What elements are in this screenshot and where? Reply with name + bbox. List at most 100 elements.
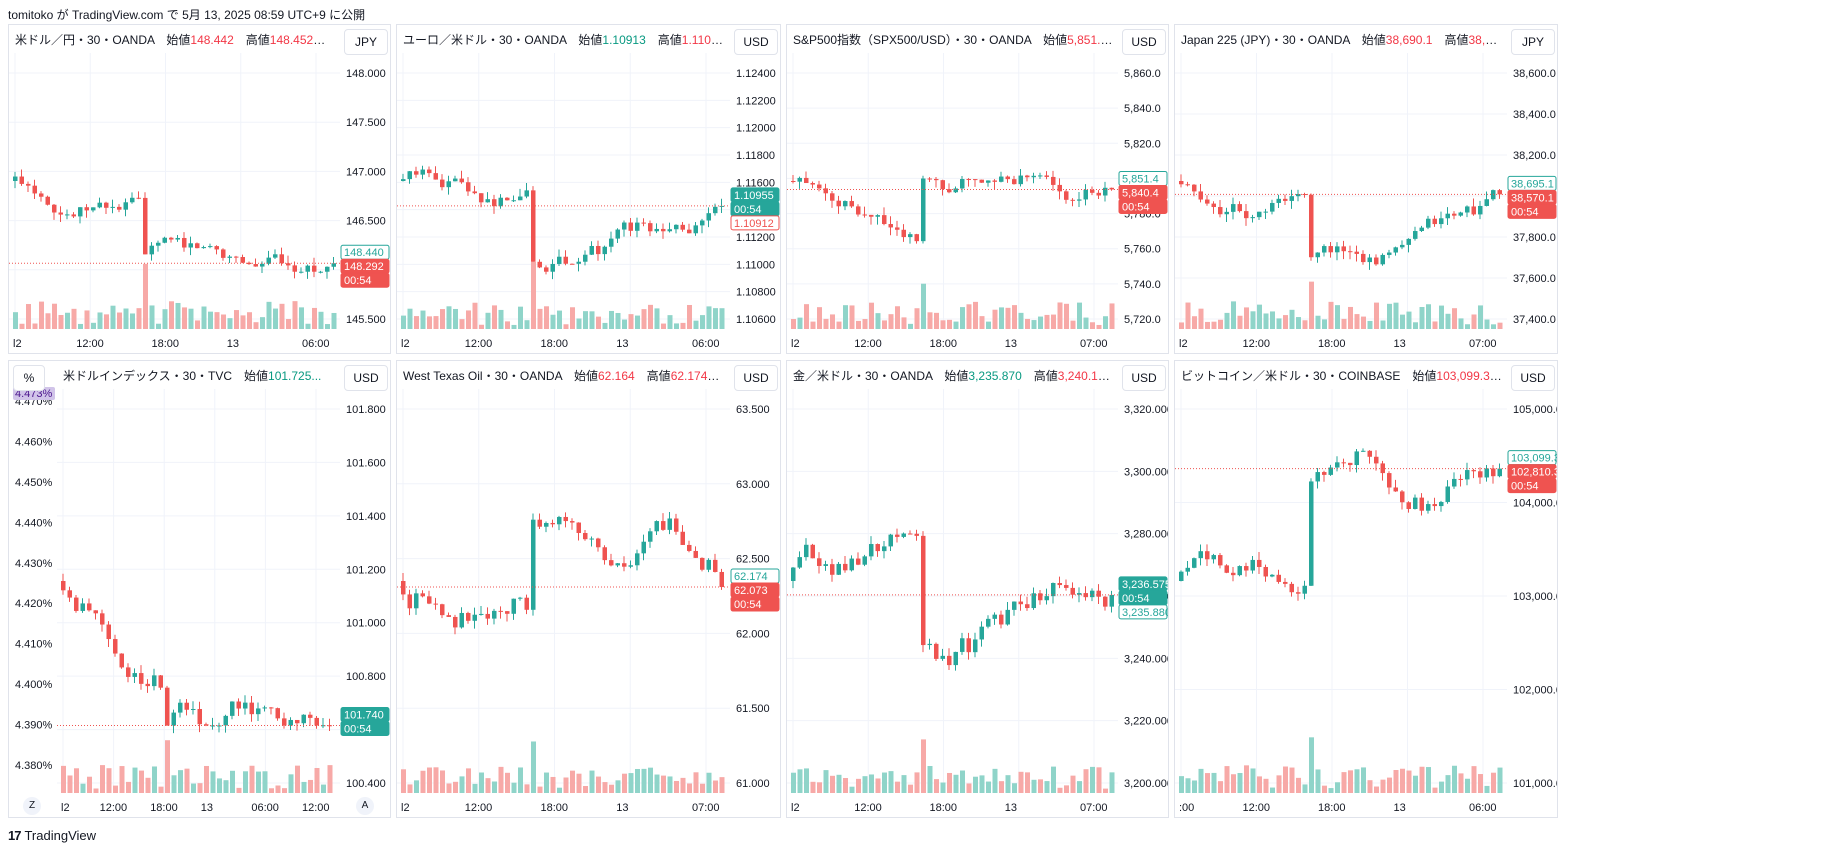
x-tick-label: 18:00: [930, 338, 958, 350]
currency-button[interactable]: JPY: [1511, 29, 1555, 55]
volume-bar: [1296, 777, 1301, 793]
volume-bar: [693, 772, 699, 793]
candle-body: [986, 618, 991, 627]
zoom-z-button[interactable]: Z: [23, 797, 41, 815]
auto-scale-button[interactable]: A: [356, 797, 374, 815]
candle-body: [693, 550, 698, 558]
footer[interactable]: 17 TradingView: [8, 828, 96, 843]
pane-title[interactable]: Japan 225 (JPY)・30・OANDA 始値38,690.1 高値38…: [1181, 31, 1503, 48]
pane-title[interactable]: 米ドル／円・30・OANDA 始値148.442 高値148.452 安値148…: [15, 31, 336, 48]
chart-pane-wti[interactable]: 63.500 63.000 62.500 62.000 61.500 61.000 l2 12…: [396, 360, 781, 818]
volume-bar: [472, 783, 478, 793]
volume-bar: [986, 781, 991, 793]
volume-bar: [1224, 766, 1230, 793]
chart-canvas[interactable]: 63.500 63.000 62.500 62.000 61.500 61.000 l2 12…: [397, 361, 781, 818]
candle-body: [628, 222, 633, 231]
left-scale-button[interactable]: %: [13, 365, 45, 391]
volume-bar: [197, 783, 203, 793]
candle-body: [459, 178, 464, 183]
chart-canvas[interactable]: 1.124001.122001.120001.118001.116001.114…: [397, 25, 781, 354]
pane-title[interactable]: West Texas Oil・30・OANDA 始値62.164 高値62.17…: [403, 367, 726, 384]
volume-bar: [420, 310, 426, 329]
candle-body: [1090, 189, 1095, 193]
candle-body: [407, 594, 412, 609]
candle-body: [544, 267, 549, 272]
candle-body: [466, 612, 471, 621]
volume-bar: [433, 316, 439, 329]
low-label: 安値...: [1111, 369, 1114, 383]
volume-bar: [810, 321, 816, 329]
candle-body: [1361, 450, 1366, 452]
candle-body: [1109, 187, 1114, 190]
currency-button[interactable]: JPY: [344, 29, 388, 55]
volume-bar: [1270, 311, 1275, 329]
chart-canvas[interactable]: 105,000.00 104,000.00 103,000.00 102,000.00…: [1175, 361, 1558, 818]
candle-body: [1413, 497, 1418, 509]
currency-button[interactable]: USD: [1511, 365, 1555, 391]
candle-body: [106, 624, 111, 640]
chart-pane-jp225[interactable]: 38,600.038,400.038,200.038,000.037,800.0…: [1174, 24, 1558, 354]
volume-bar: [895, 306, 900, 329]
chart-canvas[interactable]: 148.000147.500147.000146.500146.000145.5…: [9, 25, 391, 354]
candle-body: [992, 614, 997, 619]
symbol-name: S&P500指数（SPX500/USD）・30・OANDA: [793, 33, 1044, 47]
pane-title[interactable]: ビットコイン／米ドル・30・COINBASE 始値103,099.36 高値..…: [1181, 367, 1503, 384]
volume-bar: [71, 308, 77, 329]
y-tick-label: 3,280.000: [1124, 529, 1169, 541]
candle-body: [1270, 202, 1275, 212]
volume-bar: [999, 781, 1004, 793]
volume-bar: [901, 317, 907, 329]
candle-body: [1244, 211, 1249, 219]
chart-pane-usdjpy[interactable]: 148.000147.500147.000146.500146.000145.5…: [8, 24, 391, 354]
candle-body: [1218, 207, 1223, 215]
pane-title[interactable]: 米ドルインデックス・30・TVC 始値101.725...: [63, 367, 336, 384]
volume-bar: [947, 319, 952, 329]
candle-body: [1341, 246, 1346, 252]
currency-button[interactable]: USD: [344, 365, 388, 391]
volume-bar: [1018, 312, 1024, 329]
volume-bar: [622, 773, 627, 793]
volume-bar: [87, 776, 92, 793]
volume-bar: [485, 778, 491, 793]
candle-body: [531, 190, 536, 262]
chart-pane-btcusd[interactable]: 105,000.00 104,000.00 103,000.00 102,000.00…: [1174, 360, 1558, 818]
volume-bar: [1263, 778, 1269, 793]
pane-title[interactable]: ユーロ／米ドル・30・OANDA 始値1.10913 高値1.11000 安値.…: [403, 31, 726, 48]
volume-bar: [589, 311, 595, 329]
chart-canvas[interactable]: 38,600.038,400.038,200.038,000.037,800.0…: [1175, 25, 1558, 354]
volume-bar: [628, 773, 634, 793]
volume-bar: [1322, 319, 1327, 329]
chart-pane-xauusd[interactable]: 3,320.0003,300.0003,280.0003,260.0003,24…: [786, 360, 1169, 818]
chart-canvas[interactable]: 5,860.05,840.05,820.05,800.05,780.05,760…: [787, 25, 1169, 354]
pane-title[interactable]: S&P500指数（SPX500/USD）・30・OANDA 始値5,851.2 …: [793, 31, 1114, 48]
chart-pane-spx[interactable]: 5,860.05,840.05,820.05,800.05,780.05,760…: [786, 24, 1169, 354]
candle-body: [414, 593, 419, 609]
price-badge-text: 00:54: [734, 599, 762, 611]
currency-button[interactable]: USD: [734, 29, 778, 55]
chart-canvas[interactable]: 3,320.0003,300.0003,280.0003,260.0003,24…: [787, 361, 1169, 818]
chart-canvas[interactable]: 101.800 101.600 101.400 101.200 101.000 100.8…: [9, 361, 391, 818]
candle-body: [960, 638, 965, 652]
candle-body: [139, 673, 144, 684]
candle-body: [318, 271, 323, 273]
currency-button[interactable]: USD: [1122, 365, 1166, 391]
chart-pane-dxy[interactable]: 101.800 101.600 101.400 101.200 101.000 100.8…: [8, 360, 391, 818]
candle-body: [1198, 191, 1203, 200]
candle-body: [700, 220, 705, 226]
candle-body: [1445, 486, 1450, 502]
candle-body: [1413, 231, 1418, 239]
chart-pane-eurusd[interactable]: 1.124001.122001.120001.118001.116001.114…: [396, 24, 781, 354]
candle-body: [1096, 192, 1101, 196]
volume-bar: [524, 784, 530, 793]
currency-button[interactable]: USD: [734, 365, 778, 391]
candle-body: [1057, 184, 1062, 192]
volume-bar: [1426, 767, 1431, 793]
volume-bar: [1083, 317, 1089, 329]
candle-body: [286, 263, 291, 266]
volume-bar: [635, 315, 640, 329]
candle-body: [537, 519, 542, 527]
price-badge: [1118, 604, 1168, 620]
y-tick-label: 1.12400: [736, 68, 776, 80]
pane-title[interactable]: 金／米ドル・30・OANDA 始値3,235.870 高値3,240.160 安…: [793, 367, 1114, 384]
currency-button[interactable]: USD: [1122, 29, 1166, 55]
